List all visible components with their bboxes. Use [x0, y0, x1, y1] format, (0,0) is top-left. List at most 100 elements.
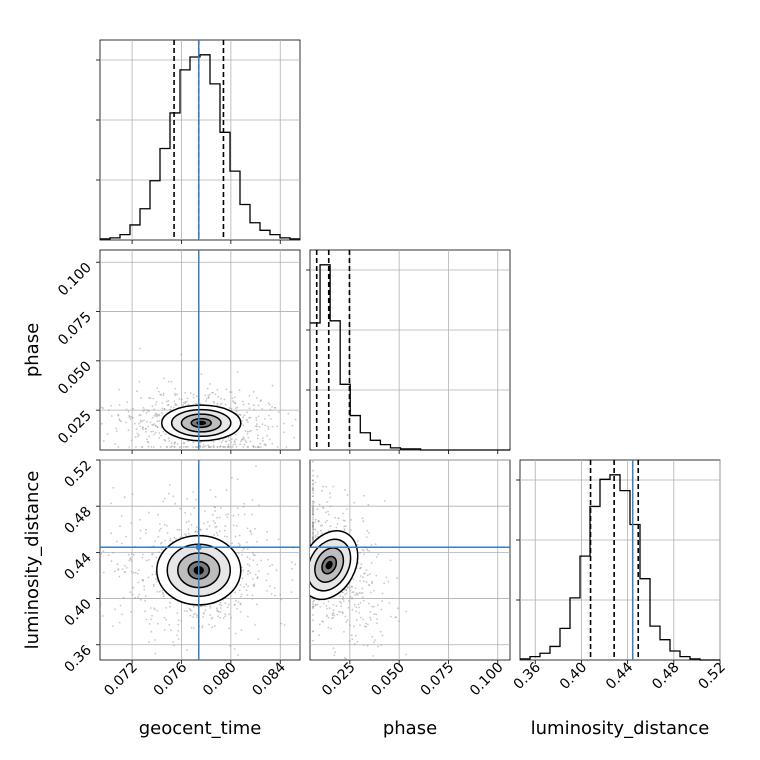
sample-point: [326, 501, 329, 503]
sample-point: [177, 619, 180, 622]
sample-point: [252, 445, 255, 448]
sample-point: [173, 406, 175, 409]
sample-point: [312, 492, 314, 495]
sample-point: [187, 440, 190, 443]
sample-point: [165, 619, 167, 621]
sample-point: [287, 412, 290, 415]
sample-point: [151, 423, 154, 426]
sample-point: [320, 529, 322, 532]
sample-point: [195, 446, 198, 448]
sample-point: [178, 528, 181, 531]
sample-point: [318, 623, 321, 626]
sample-point: [63, 496, 65, 498]
contour-1: [180, 413, 222, 433]
sample-point: [146, 438, 148, 441]
sample-point: [230, 407, 233, 410]
sample-point: [248, 394, 251, 397]
hist-step-luminosity_distance: [520, 474, 720, 661]
sample-point: [194, 530, 197, 533]
sample-point: [208, 623, 211, 626]
sample-point: [254, 527, 256, 530]
sample-point: [162, 593, 165, 595]
sample-point: [239, 443, 242, 445]
sample-point: [261, 437, 264, 439]
sample-point: [163, 616, 166, 619]
sample-point: [142, 579, 145, 581]
sample-point: [128, 559, 131, 562]
sample-point: [277, 411, 280, 413]
sample-point: [357, 540, 359, 543]
sample-point: [208, 393, 211, 396]
sample-point: [159, 446, 162, 448]
sample-point: [185, 521, 188, 524]
sample-point: [248, 564, 251, 567]
sample-point: [225, 440, 228, 443]
sample-point: [312, 516, 314, 519]
sample-point: [389, 559, 392, 562]
sample-point: [353, 501, 356, 504]
sample-point: [238, 589, 241, 592]
sample-point: [185, 400, 188, 403]
sample-point: [170, 380, 173, 383]
sample-point: [372, 655, 375, 657]
sample-point: [317, 531, 319, 533]
sample-point: [158, 432, 161, 434]
sample-point: [205, 400, 207, 402]
sample-point: [256, 446, 259, 448]
sample-point: [256, 437, 259, 440]
sample-point: [132, 586, 135, 589]
sample-point: [312, 537, 314, 540]
sample-point: [114, 443, 117, 445]
sample-point: [280, 598, 283, 601]
sample-point: [362, 549, 365, 552]
sample-point: [225, 514, 228, 516]
sample-point: [279, 593, 282, 596]
sample-point: [164, 539, 166, 542]
sample-point: [160, 434, 162, 437]
joint-luminosity_distance_vs_geocent_time: [63, 459, 300, 660]
sample-point: [165, 607, 168, 609]
sample-point: [182, 442, 185, 444]
sample-point: [204, 445, 207, 447]
sample-point: [327, 600, 330, 603]
sample-point: [172, 641, 175, 643]
sample-point: [256, 425, 258, 428]
sample-point: [250, 429, 252, 432]
sample-point: [240, 629, 243, 631]
sample-point: [361, 592, 364, 594]
sample-point: [148, 397, 151, 399]
sample-point: [234, 433, 237, 436]
sample-point: [385, 576, 388, 579]
sample-point: [237, 542, 240, 545]
sample-point: [318, 599, 320, 602]
sample-point: [267, 427, 270, 430]
sample-point: [233, 439, 236, 442]
sample-point: [176, 393, 179, 396]
sample-point: [343, 630, 345, 633]
sample-point: [312, 508, 314, 511]
sample-point: [283, 431, 285, 434]
sample-point: [276, 425, 279, 428]
sample-point: [225, 489, 228, 492]
hist-luminosity_distance: [516, 460, 721, 661]
sample-point: [343, 529, 346, 532]
sample-point: [154, 540, 156, 543]
sample-point: [381, 600, 383, 602]
sample-point: [255, 419, 258, 421]
sample-point: [332, 609, 335, 612]
sample-point: [332, 485, 335, 488]
tick-label-x-phase-1: 0.050: [368, 660, 408, 700]
sample-point: [340, 605, 343, 608]
sample-point: [245, 419, 248, 422]
sample-point: [102, 440, 105, 442]
sample-point: [254, 446, 257, 448]
sample-point: [132, 407, 134, 410]
sample-point: [355, 606, 358, 609]
sample-point: [135, 446, 137, 448]
sample-point: [237, 513, 240, 516]
sample-point: [207, 394, 210, 397]
sample-point: [161, 402, 164, 405]
sample-point: [227, 443, 230, 446]
sample-point: [162, 392, 165, 395]
sample-point: [246, 430, 249, 433]
